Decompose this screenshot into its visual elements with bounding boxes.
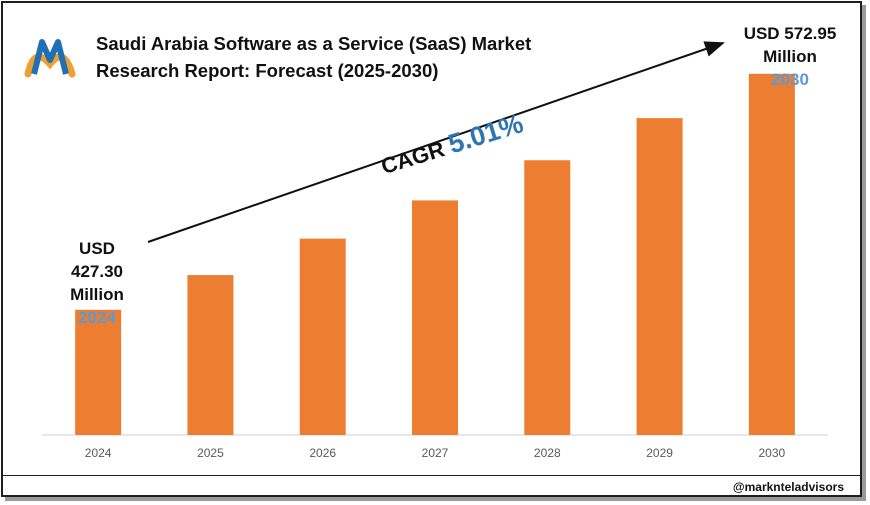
start-value: 427.30 — [71, 262, 123, 281]
start-unit: Million — [70, 285, 124, 304]
bar-2027 — [412, 200, 458, 435]
end-unit: Million — [763, 47, 817, 66]
start-year: 2024 — [78, 308, 116, 327]
chart-title: Saudi Arabia Software as a Service (SaaS… — [96, 30, 616, 84]
x-tick-label-2025: 2025 — [197, 446, 224, 460]
marknteladvisors-logo-icon — [24, 39, 76, 78]
start-value-label: USD 427.30 Million 2024 — [58, 237, 136, 329]
end-year: 2030 — [771, 70, 809, 89]
start-prefix: USD — [79, 239, 115, 258]
x-tick-label-2026: 2026 — [309, 446, 336, 460]
x-tick-label-2027: 2027 — [422, 446, 449, 460]
x-tick-label-2029: 2029 — [646, 446, 673, 460]
social-handle: @marknteladvisors — [732, 480, 844, 494]
x-tick-label-2024: 2024 — [85, 446, 112, 460]
end-value: USD 572.95 — [743, 24, 837, 43]
bar-2029 — [636, 118, 683, 436]
x-tick-label-2030: 2030 — [759, 446, 786, 460]
bar-2024 — [75, 309, 122, 435]
footer-divider — [3, 475, 860, 476]
bar-2025 — [187, 275, 234, 435]
bar-2030 — [748, 73, 795, 436]
bar-2026 — [299, 238, 346, 435]
title-line-1: Saudi Arabia Software as a Service (SaaS… — [96, 33, 532, 54]
bar-2028 — [524, 160, 571, 436]
title-line-2: Research Report: Forecast (2025-2030) — [96, 60, 439, 81]
trend-arrow — [147, 41, 725, 243]
x-tick-label-2028: 2028 — [534, 446, 561, 460]
end-value-label: USD 572.95 Million 2030 — [732, 22, 848, 91]
